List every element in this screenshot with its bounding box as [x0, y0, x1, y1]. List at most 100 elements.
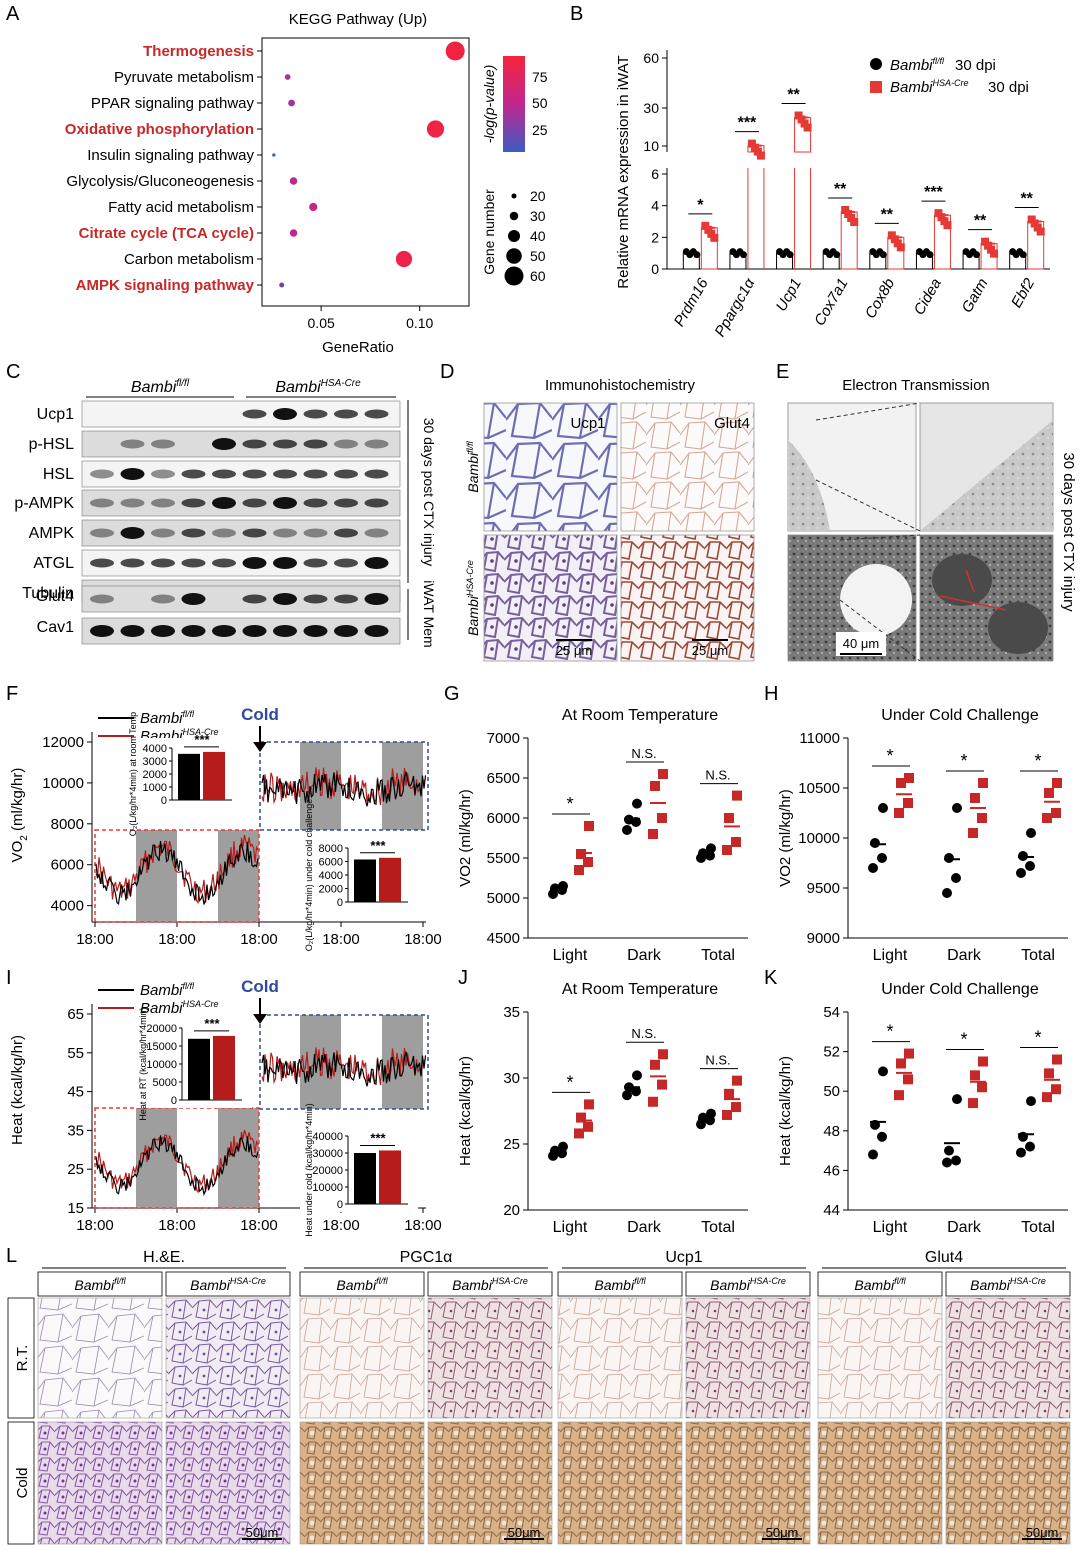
dot-ctrl [878, 803, 888, 813]
c-right-label: 30 days post CTX injury [421, 418, 437, 567]
blot-band [273, 593, 297, 605]
trace-xtick-label: 18:00 [404, 931, 442, 948]
dot-ctrl [877, 853, 887, 863]
dot-category: Total [1021, 947, 1055, 964]
dot-ko [894, 808, 904, 818]
panel-label-d: D [440, 361, 454, 383]
dot-ko [756, 151, 765, 160]
pathway-bubble [289, 177, 298, 185]
sig-label: N.S. [631, 1026, 656, 1041]
blot-band [242, 594, 267, 604]
e-mito-arrow-2 [965, 569, 975, 593]
panel-k-heat-cold: K Under Cold Challenge 54 52 50 48 46 44 Heat (… [764, 967, 1068, 1236]
blot-band [181, 625, 206, 637]
significance: *** [738, 115, 757, 132]
inset-ytick-label: 15000 [146, 1041, 177, 1053]
dot-ctrl [944, 853, 954, 863]
blot-band [364, 498, 389, 508]
c-mem-label: iWAT Mem [421, 580, 437, 647]
dot-ko [574, 865, 584, 875]
size-legend-dot [507, 229, 521, 243]
panel-label-f: F [6, 683, 18, 705]
dot-ytick-label: 10500 [798, 780, 840, 797]
dot-ko [968, 1098, 978, 1109]
dot-ko [724, 813, 734, 823]
blot-band [364, 625, 389, 637]
dot-ctrl [878, 1066, 888, 1077]
blot-band [90, 469, 114, 479]
trace-ytick-label: 65 [67, 1006, 84, 1023]
inset-ylabel: O₂(L/kg/hr*4min) under cold challenge [304, 799, 314, 952]
b-y-axis-label: Relative mRNA expression in iWAT [615, 55, 632, 288]
dot-ko [903, 798, 913, 808]
b-ytick-label: 60 [643, 50, 659, 66]
blot-band [273, 497, 297, 509]
dot-y-axis-label: VO2 (ml/kg/hr) [457, 789, 474, 887]
x-tick-label: 0.10 [406, 315, 433, 331]
dot-ctrl [1026, 1096, 1036, 1107]
d-scale-2: 25 μm [692, 643, 728, 658]
trace-ytick-label: 4000 [51, 898, 84, 915]
dot-plot-title: At Room Temperature [562, 707, 718, 724]
dot-plot-title: Under Cold Challenge [881, 981, 1039, 998]
panel-g-vo2-rt: G At Room Temperature 7000 6500 6000 5500 500… [444, 683, 748, 964]
blot-band [212, 625, 236, 637]
c-ctrl-header: Bambifl/fl [131, 378, 190, 396]
l-col-ctrl: Bambifl/fl [74, 1276, 126, 1293]
panel-c-western-blot: C Bambifl/fl BambiHSA-Cre Ucp1 p-HSL HSL p-… [6, 361, 437, 648]
blot-band [364, 469, 389, 479]
dot-ctrl [1016, 868, 1026, 878]
inset-ytick-label: 10000 [146, 1059, 177, 1071]
blot-band [120, 558, 145, 568]
dot-ko [650, 1059, 660, 1070]
size-legend-value: 20 [530, 188, 546, 204]
dark-period [136, 1108, 177, 1208]
dot-ctrl [632, 798, 642, 809]
dot-ctrl [632, 1070, 642, 1081]
blot-band [90, 558, 114, 568]
e-ko-mito-2 [988, 602, 1048, 654]
pathway-bubble [395, 250, 413, 268]
blot-label: Glut4 [36, 588, 74, 605]
inset-bar-ko [213, 1035, 235, 1100]
dot-ko [584, 1099, 594, 1110]
dot-category: Light [553, 947, 588, 964]
blot-band [303, 625, 328, 637]
panel-h-vo2-cold: H Under Cold Challenge 11000 10500 10000 950… [764, 683, 1068, 964]
blot-band [303, 409, 328, 419]
l-col-ko: BambiHSA-Cre [970, 1276, 1046, 1293]
trace-ytick-label: 55 [67, 1045, 84, 1062]
pathway-label: Pyruvate metabolism [114, 69, 254, 86]
inset-ylabel: Heat at RT (kcal/kg/hr*4min) [138, 1007, 148, 1120]
dot-ctrl [942, 888, 952, 898]
dot-ko [1044, 788, 1054, 798]
pathway-bubble [309, 202, 318, 212]
blot-band [334, 409, 358, 419]
e-zoom-line-4 [839, 599, 921, 662]
legend-ctrl-marker [870, 58, 882, 70]
dot-ko [904, 1048, 914, 1059]
legend-ctrl-base: Bambifl/fl [890, 56, 945, 74]
pathway-label: AMPK signaling pathway [76, 277, 255, 294]
dot-category: Total [701, 947, 735, 964]
l-group-title: Glut4 [925, 1249, 963, 1266]
trace-xtick-label: 18:00 [240, 931, 278, 948]
trace-ytick-label: 8000 [51, 816, 84, 833]
legend-ko-base: BambiHSA-Cre [890, 78, 969, 96]
dot-ytick-label: 54 [823, 1004, 840, 1021]
dot-ytick-label: 44 [823, 1202, 840, 1219]
dot-ytick-label: 48 [823, 1123, 840, 1140]
blot-band [303, 469, 328, 479]
dot-y-axis-label: Heat (kcal/kg/hr) [457, 1056, 474, 1166]
d-title: Immunohistochemistry [545, 377, 696, 394]
dot-ko [896, 243, 905, 252]
l-img-rt [165, 1297, 291, 1419]
trace-ko-rt [95, 1129, 259, 1194]
dot-ctrl [870, 838, 880, 848]
inset-ytick-label: 2000 [319, 884, 343, 896]
dot-ko [657, 813, 667, 823]
kegg-title: KEGG Pathway (Up) [289, 11, 427, 28]
dot-ko [1044, 1068, 1054, 1079]
gene-label: Prdm16 [671, 275, 712, 330]
dot-category: Dark [627, 947, 662, 964]
